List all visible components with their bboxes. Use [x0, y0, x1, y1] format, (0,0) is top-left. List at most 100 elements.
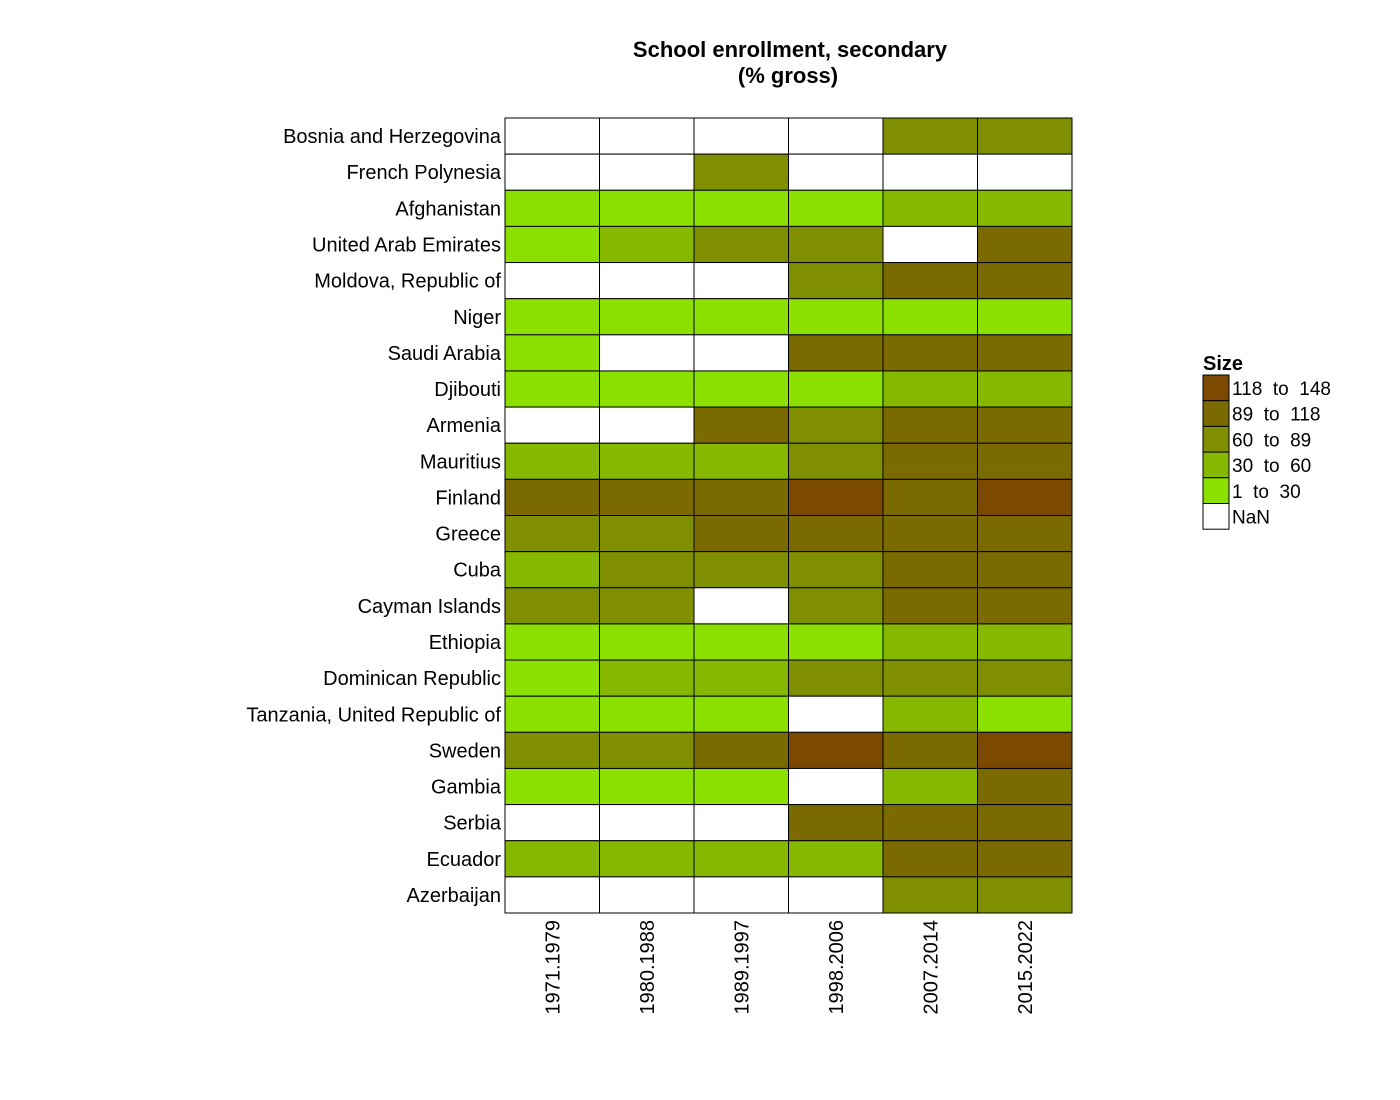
row-labels: Bosnia and Herzegovina French Polynesia Af… — [246, 126, 501, 907]
heatmap-cell — [977, 551, 1073, 589]
heatmap-cell — [788, 225, 884, 264]
heatmap-cell — [882, 225, 978, 264]
heatmap-cell — [977, 731, 1073, 769]
row-label: Gambia — [431, 777, 502, 799]
heatmap-cell — [977, 442, 1073, 480]
heatmap-cell — [599, 804, 695, 842]
heatmap-cell — [977, 587, 1073, 625]
legend-label: 30 to 60 — [1232, 456, 1311, 477]
heatmap-cells — [504, 117, 1073, 914]
heatmap-cell — [693, 551, 789, 589]
heatmap-cell — [977, 840, 1073, 878]
legend-title: Size — [1203, 353, 1243, 375]
row-label: Afghanistan — [395, 198, 501, 220]
row-label: Greece — [435, 524, 501, 546]
heatmap-cell — [882, 659, 978, 697]
heatmap-cell — [882, 478, 978, 517]
heatmap-cell — [977, 262, 1073, 300]
heatmap-cell — [504, 406, 600, 444]
heatmap-cell — [693, 623, 789, 661]
heatmap-cell — [599, 515, 695, 553]
heatmap-cell — [882, 804, 978, 842]
heatmap-cell — [882, 117, 978, 155]
heatmap-cell — [504, 876, 600, 914]
heatmap-cell — [504, 153, 600, 191]
row-label: Dominican Republic — [323, 668, 501, 690]
heatmap-cell — [504, 587, 600, 625]
row-label: Mauritius — [420, 451, 501, 473]
legend-swatch — [1202, 503, 1230, 530]
heatmap-cell — [599, 117, 695, 155]
legend-label: 1 to 30 — [1232, 482, 1301, 503]
heatmap-cell — [504, 442, 600, 480]
heatmap-cell — [977, 117, 1073, 155]
heatmap-cell — [882, 153, 978, 191]
heatmap-cell — [504, 695, 600, 733]
legend: Size 118 to 148 89 to 118 60 to 89 30 to 60… — [1202, 353, 1331, 530]
heatmap-cell — [977, 515, 1073, 553]
column-label: 1971.1979 — [542, 920, 564, 1015]
legend-swatch — [1202, 477, 1230, 504]
heatmap-cell — [977, 623, 1073, 661]
row-label: Cayman Islands — [358, 596, 501, 618]
legend-swatch — [1202, 400, 1230, 427]
heatmap-cell — [788, 659, 884, 697]
legend-items: 118 to 148 89 to 118 60 to 89 30 to 60 1 to … — [1202, 374, 1331, 530]
heatmap-cell — [977, 370, 1073, 408]
heatmap-cell — [882, 298, 978, 336]
row-label: Finland — [435, 487, 501, 509]
heatmap-cell — [977, 695, 1073, 733]
heatmap-cell — [977, 478, 1073, 517]
heatmap-cell — [504, 298, 600, 336]
heatmap-cell — [693, 659, 789, 697]
legend-swatch — [1202, 374, 1230, 402]
heatmap-cell — [977, 153, 1073, 191]
heatmap-cell — [504, 262, 600, 300]
heatmap-cell — [599, 587, 695, 625]
heatmap-cell — [788, 623, 884, 661]
row-label: Djibouti — [434, 379, 501, 401]
heatmap-cell — [977, 659, 1073, 697]
row-label: Ecuador — [427, 849, 502, 871]
column-labels: 1971.1979 1980.1988 1989.1997 1998.2006 2007… — [542, 920, 1037, 1015]
heatmap-cell — [599, 153, 695, 191]
heatmap-cell — [504, 659, 600, 697]
heatmap-cell — [599, 623, 695, 661]
heatmap-cell — [882, 515, 978, 553]
heatmap-cell — [788, 406, 884, 444]
heatmap-cell — [882, 442, 978, 480]
heatmap-cell — [788, 334, 884, 372]
column-label: 1980.1988 — [637, 920, 659, 1015]
heatmap-cell — [788, 876, 884, 914]
heatmap-cell — [693, 153, 789, 191]
heatmap-cell — [977, 767, 1073, 806]
heatmap-cell — [599, 189, 695, 227]
column-label: 2007.2014 — [920, 920, 942, 1015]
heatmap-cell — [693, 334, 789, 372]
heatmap-cell — [693, 262, 789, 300]
heatmap-cell — [788, 262, 884, 300]
column-label: 1998.2006 — [826, 920, 848, 1015]
row-label: Sweden — [429, 740, 501, 762]
heatmap-cell — [599, 406, 695, 444]
heatmap-cell — [882, 587, 978, 625]
heatmap-cell — [977, 804, 1073, 842]
heatmap-cell — [788, 370, 884, 408]
column-label: 1989.1997 — [731, 920, 753, 1015]
heatmap-cell — [977, 406, 1073, 444]
heatmap-cell — [504, 225, 600, 264]
row-label: Moldova, Republic of — [314, 271, 501, 293]
heatmap-cell — [599, 370, 695, 408]
legend-label: 60 to 89 — [1232, 430, 1311, 451]
chart-subtitle: (% gross) — [738, 63, 838, 88]
heatmap-cell — [504, 370, 600, 408]
heatmap-cell — [504, 551, 600, 589]
heatmap-cell — [882, 406, 978, 444]
heatmap-cell — [693, 876, 789, 914]
heatmap-cell — [504, 731, 600, 769]
legend-swatch — [1202, 425, 1230, 453]
heatmap-cell — [788, 515, 884, 553]
row-label: Niger — [453, 307, 501, 329]
